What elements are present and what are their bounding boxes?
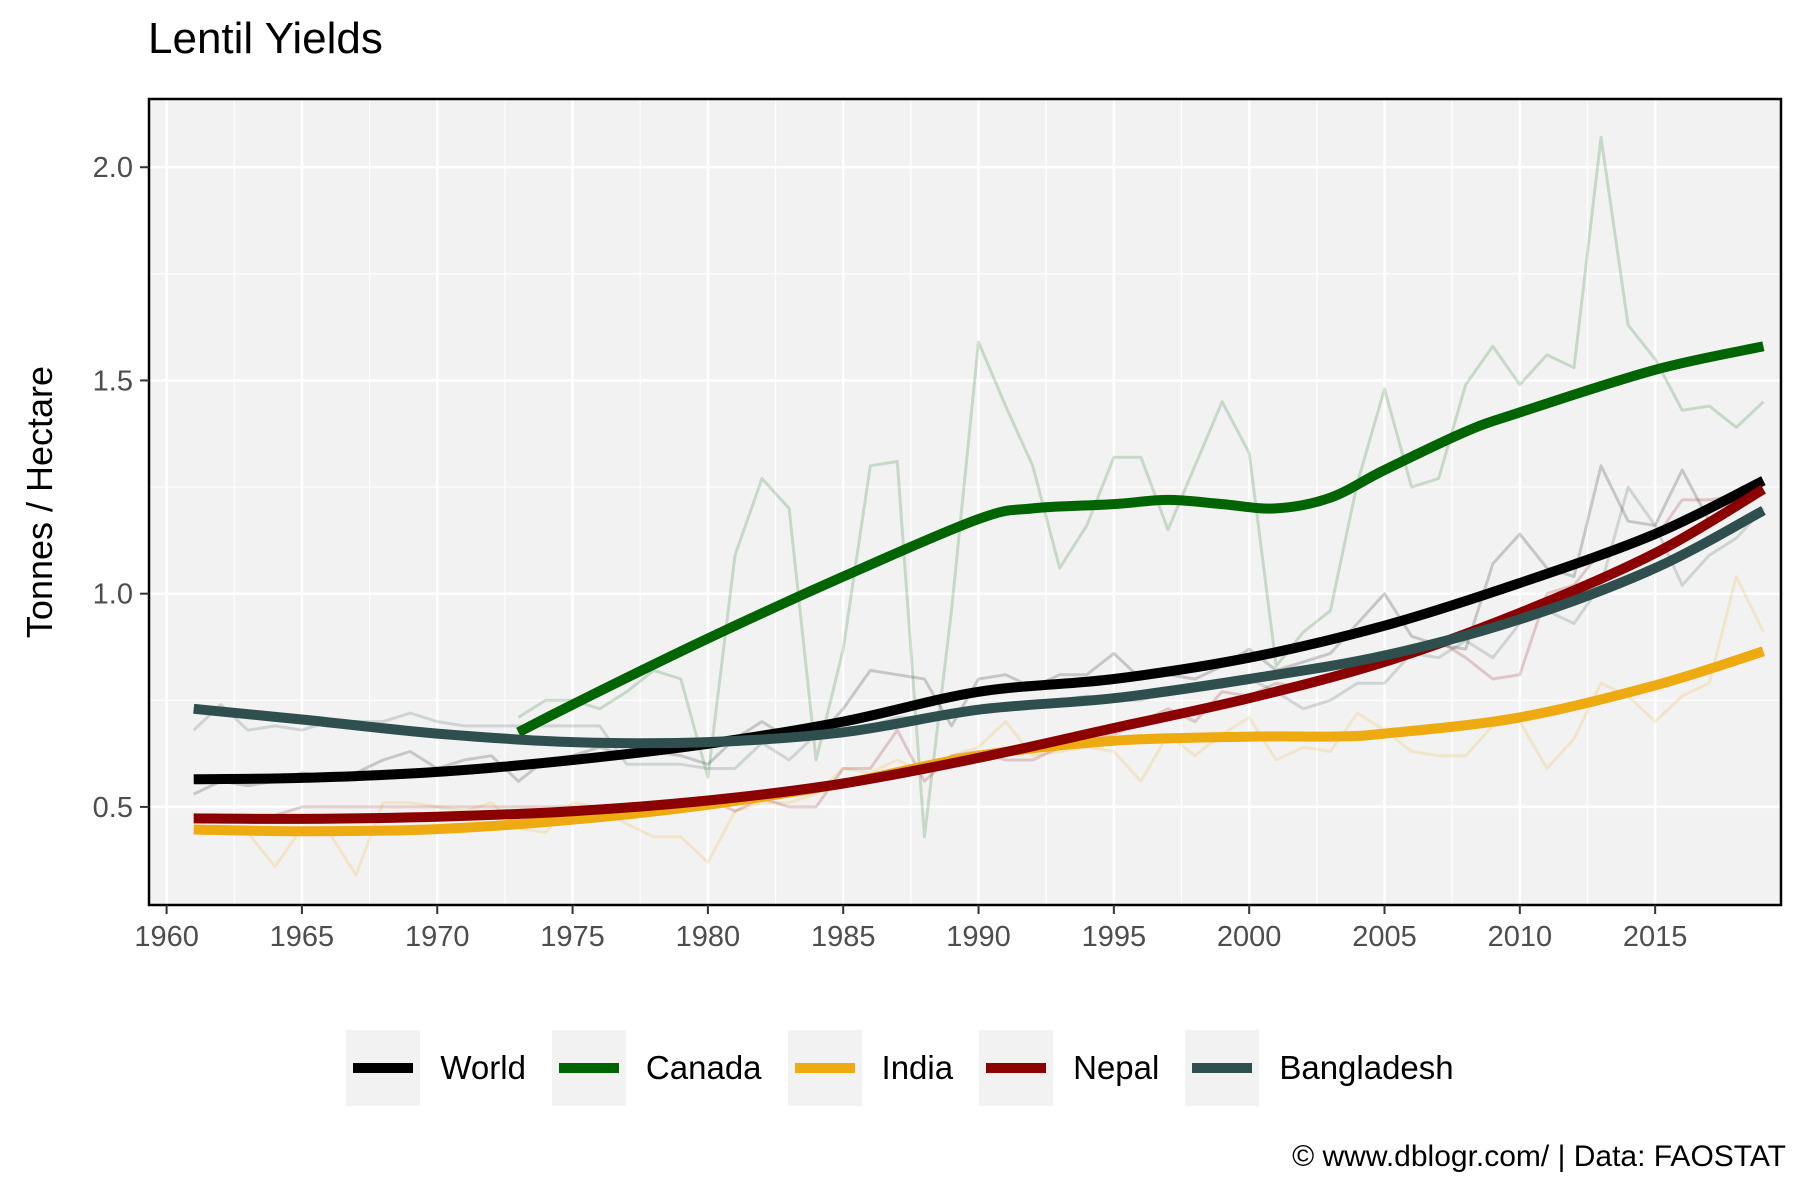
x-tick-label: 2005	[1352, 921, 1417, 953]
y-tick-label: 1.0	[93, 579, 133, 611]
y-tick-label: 2.0	[93, 152, 133, 184]
legend-label: Canada	[645, 1049, 762, 1086]
legend: World Canada India Nepal Bangladesh	[0, 1030, 1800, 1106]
smooth-line-bangladesh	[193, 506, 1766, 749]
x-tick-labels: 1960 1965 1970 1975 1980 1985 1990 1995 2000 2005…	[134, 921, 1687, 953]
x-tick-label: 1980	[676, 921, 741, 953]
legend-label: World	[440, 1049, 526, 1086]
smooth-line-world	[193, 476, 1766, 785]
x-tick-label: 1985	[811, 921, 876, 953]
y-tick-label: 1.5	[93, 365, 133, 397]
x-tick-label: 2000	[1217, 921, 1282, 953]
legend-item-india: India	[787, 1030, 954, 1106]
axis-ticks	[140, 166, 1657, 914]
legend-label: Bangladesh	[1279, 1049, 1454, 1086]
legend-swatch-bangladesh	[1192, 1063, 1253, 1073]
x-tick-label: 1975	[540, 921, 605, 953]
x-tick-label: 1970	[405, 921, 470, 953]
x-tick-label: 1990	[946, 921, 1011, 953]
legend-swatch-nepal	[986, 1063, 1047, 1073]
x-tick-label: 2010	[1488, 921, 1553, 953]
legend-swatch-india	[794, 1063, 855, 1073]
legend-key	[1185, 1030, 1260, 1106]
grid-minor	[149, 99, 1781, 905]
legend-item-canada: Canada	[551, 1030, 762, 1106]
smooth-line-canada	[516, 341, 1765, 737]
legend-swatch-world	[353, 1063, 414, 1073]
legend-swatch-canada	[558, 1063, 619, 1073]
legend-item-bangladesh: Bangladesh	[1185, 1030, 1454, 1106]
smooth-series-lines	[193, 341, 1766, 837]
x-tick-label: 1960	[134, 921, 199, 953]
chart-title: Lentil Yields	[148, 14, 383, 63]
x-tick-label: 1995	[1082, 921, 1147, 953]
raw-line-world	[193, 464, 1765, 796]
legend-label: Nepal	[1073, 1049, 1160, 1086]
y-tick-label: 0.5	[93, 792, 133, 824]
y-tick-labels: 0.5 1.0 1.5 2.0	[93, 152, 133, 824]
x-tick-label: 1965	[270, 921, 335, 953]
legend-key	[551, 1030, 626, 1106]
legend-key	[787, 1030, 862, 1106]
caption: © www.dblogr.com/ | Data: FAOSTAT	[1292, 1140, 1786, 1173]
legend-key	[346, 1030, 421, 1106]
panel-background	[149, 99, 1781, 905]
legend-label: India	[881, 1049, 954, 1086]
panel-border	[147, 97, 1783, 907]
y-axis-label: Tonnes / Hectare	[19, 366, 60, 638]
legend-item-world: World	[346, 1030, 526, 1106]
x-tick-label: 2015	[1623, 921, 1688, 953]
smooth-line-nepal	[193, 484, 1766, 824]
legend-key	[979, 1030, 1054, 1106]
legend-item-nepal: Nepal	[979, 1030, 1159, 1106]
